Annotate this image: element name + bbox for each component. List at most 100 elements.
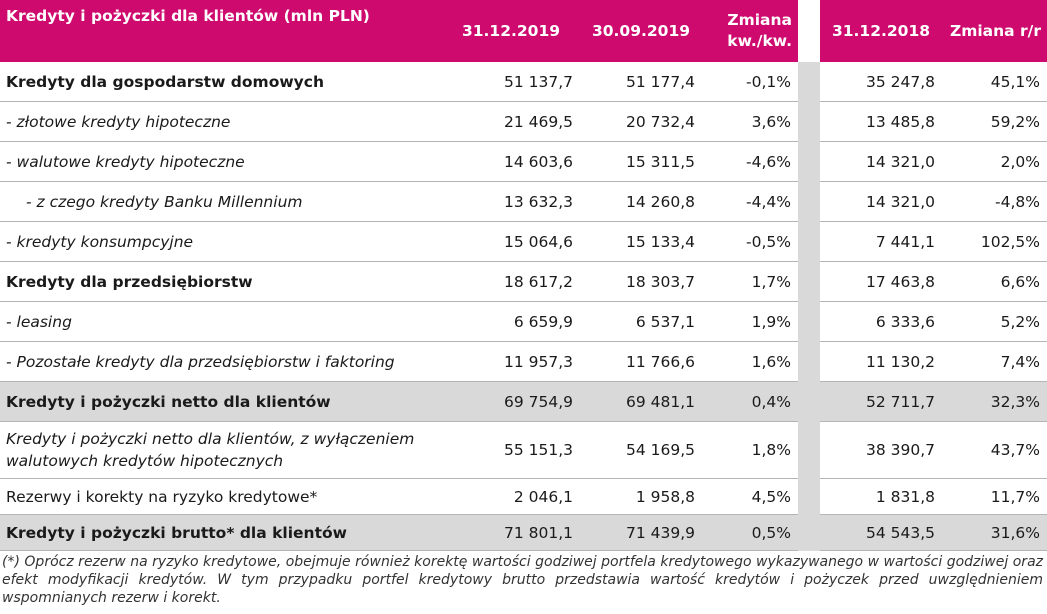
cell-value: 69 481,1 — [580, 381, 702, 422]
cell-value: 52 711,7 — [820, 381, 942, 422]
cell-value: 35 247,8 — [820, 62, 942, 102]
cell-value: 43,7% — [942, 421, 1047, 479]
cell-value: 0,4% — [702, 381, 798, 422]
row-label: Kredyty i pożyczki netto dla klientów — [0, 381, 442, 422]
cell-value: 14 321,0 — [820, 181, 942, 222]
row-label: Kredyty i pożyczki brutto* dla klientów — [0, 514, 442, 551]
cell-value: 69 754,9 — [442, 381, 580, 422]
row-label: - Pozostałe kredyty dla przedsiębiorstw … — [0, 341, 442, 382]
gap-cell — [798, 221, 820, 262]
gap-cell — [798, 301, 820, 342]
cell-value: -4,8% — [942, 181, 1047, 222]
cell-value: 5,2% — [942, 301, 1047, 342]
cell-value: 6,6% — [942, 261, 1047, 302]
cell-value: 32,3% — [942, 381, 1047, 422]
gap-cell — [798, 421, 820, 479]
cell-value: 1 831,8 — [820, 478, 942, 515]
cell-value: 45,1% — [942, 62, 1047, 102]
table-row: Kredyty i pożyczki brutto* dla klientów … — [0, 514, 1047, 551]
cell-value: 2 046,1 — [442, 478, 580, 515]
cell-value: 38 390,7 — [820, 421, 942, 479]
table-row: - z czego kredyty Banku Millennium 13 63… — [0, 181, 1047, 222]
gap-cell — [798, 381, 820, 422]
row-label: Kredyty dla gospodarstw domowych — [0, 62, 442, 102]
cell-value: 54 543,5 — [820, 514, 942, 551]
gap-cell — [798, 62, 820, 102]
table-row: Kredyty dla przedsiębiorstw 18 617,2 18 … — [0, 261, 1047, 302]
cell-value: 14 603,6 — [442, 141, 580, 182]
cell-value: 18 303,7 — [580, 261, 702, 302]
table-row: - leasing 6 659,9 6 537,1 1,9% 6 333,6 5… — [0, 301, 1047, 342]
cell-value: 2,0% — [942, 141, 1047, 182]
row-label: - złotowe kredyty hipoteczne — [0, 101, 442, 142]
gap-cell — [798, 101, 820, 142]
gap-cell — [798, 181, 820, 222]
table-row: Kredyty dla gospodarstw domowych 51 137,… — [0, 62, 1047, 102]
header-col-qoq: Zmiana kw./kw. — [702, 0, 798, 62]
cell-value: 11 957,3 — [442, 341, 580, 382]
gap-cell — [798, 141, 820, 182]
row-label: Kredyty i pożyczki netto dla klientów, z… — [0, 421, 442, 479]
row-label: - walutowe kredyty hipoteczne — [0, 141, 442, 182]
cell-value: 15 133,4 — [580, 221, 702, 262]
header-col-2019-12: 31.12.2019 — [442, 0, 580, 62]
header-gap — [798, 0, 820, 62]
cell-value: 13 485,8 — [820, 101, 942, 142]
footnote: (*) Oprócz rezerw na ryzyko kredytowe, o… — [2, 554, 1043, 606]
gap-cell — [798, 261, 820, 302]
cell-value: 1,6% — [702, 341, 798, 382]
cell-value: -0,1% — [702, 62, 798, 102]
cell-value: 13 632,3 — [442, 181, 580, 222]
cell-value: 15 064,6 — [442, 221, 580, 262]
table-row: Kredyty i pożyczki netto dla klientów, z… — [0, 421, 1047, 479]
cell-value: 55 151,3 — [442, 421, 580, 479]
cell-value: -4,4% — [702, 181, 798, 222]
gap-cell — [798, 478, 820, 515]
table-row: Rezerwy i korekty na ryzyko kredytowe* 2… — [0, 478, 1047, 515]
header-title: Kredyty i pożyczki dla klientów (mln PLN… — [0, 0, 442, 62]
cell-value: 1,7% — [702, 261, 798, 302]
cell-value: 71 439,9 — [580, 514, 702, 551]
cell-value: 11 766,6 — [580, 341, 702, 382]
cell-value: 7 441,1 — [820, 221, 942, 262]
cell-value: 17 463,8 — [820, 261, 942, 302]
header-col-2018-12: 31.12.2018 — [820, 0, 942, 62]
gap-cell — [798, 514, 820, 551]
row-label: - leasing — [0, 301, 442, 342]
cell-value: 1 958,8 — [580, 478, 702, 515]
cell-value: 71 801,1 — [442, 514, 580, 551]
cell-value: -4,6% — [702, 141, 798, 182]
table-row: - walutowe kredyty hipoteczne 14 603,6 1… — [0, 141, 1047, 182]
cell-value: 14 321,0 — [820, 141, 942, 182]
table-header-row: Kredyty i pożyczki dla klientów (mln PLN… — [0, 0, 1047, 62]
cell-value: 1,9% — [702, 301, 798, 342]
cell-value: 6 537,1 — [580, 301, 702, 342]
cell-value: 11,7% — [942, 478, 1047, 515]
cell-value: 51 177,4 — [580, 62, 702, 102]
cell-value: 21 469,5 — [442, 101, 580, 142]
row-label: Rezerwy i korekty na ryzyko kredytowe* — [0, 478, 442, 515]
cell-value: 7,4% — [942, 341, 1047, 382]
cell-value: 59,2% — [942, 101, 1047, 142]
cell-value: 4,5% — [702, 478, 798, 515]
cell-value: 54 169,5 — [580, 421, 702, 479]
header-col-2019-09: 30.09.2019 — [580, 0, 702, 62]
cell-value: 0,5% — [702, 514, 798, 551]
row-label: Kredyty dla przedsiębiorstw — [0, 261, 442, 302]
cell-value: 20 732,4 — [580, 101, 702, 142]
cell-value: 102,5% — [942, 221, 1047, 262]
gap-cell — [798, 341, 820, 382]
cell-value: 31,6% — [942, 514, 1047, 551]
cell-value: 18 617,2 — [442, 261, 580, 302]
cell-value: 3,6% — [702, 101, 798, 142]
table-row: - kredyty konsumpcyjne 15 064,6 15 133,4… — [0, 221, 1047, 262]
cell-value: 6 333,6 — [820, 301, 942, 342]
cell-value: 6 659,9 — [442, 301, 580, 342]
cell-value: 51 137,7 — [442, 62, 580, 102]
table-row: - Pozostałe kredyty dla przedsiębiorstw … — [0, 341, 1047, 382]
cell-value: -0,5% — [702, 221, 798, 262]
loans-table: Kredyty i pożyczki dla klientów (mln PLN… — [0, 0, 1047, 551]
table-row: Kredyty i pożyczki netto dla klientów 69… — [0, 381, 1047, 422]
header-col-yoy: Zmiana r/r — [942, 0, 1047, 62]
cell-value: 1,8% — [702, 421, 798, 479]
